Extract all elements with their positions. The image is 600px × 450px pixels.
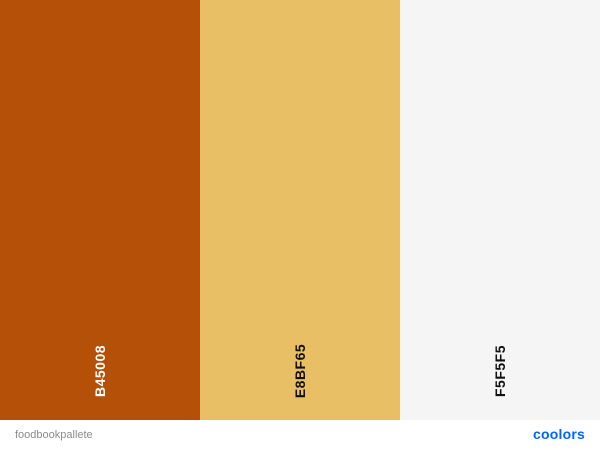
color-swatch-1[interactable]: B45008 <box>0 0 200 420</box>
color-swatch-3[interactable]: F5F5F5 <box>400 0 600 420</box>
footer-bar: foodbookpallete coolors <box>0 420 600 450</box>
hex-code-label-1: B45008 <box>92 344 108 398</box>
color-swatch-2[interactable]: E8BF65 <box>200 0 400 420</box>
swatch-row: B45008 E8BF65 F5F5F5 <box>0 0 600 420</box>
hex-code-label-2: E8BF65 <box>292 343 308 399</box>
coolors-logo[interactable]: coolors <box>533 426 585 442</box>
palette-name: foodbookpallete <box>15 429 93 441</box>
hex-code-label-3: F5F5F5 <box>492 344 508 398</box>
